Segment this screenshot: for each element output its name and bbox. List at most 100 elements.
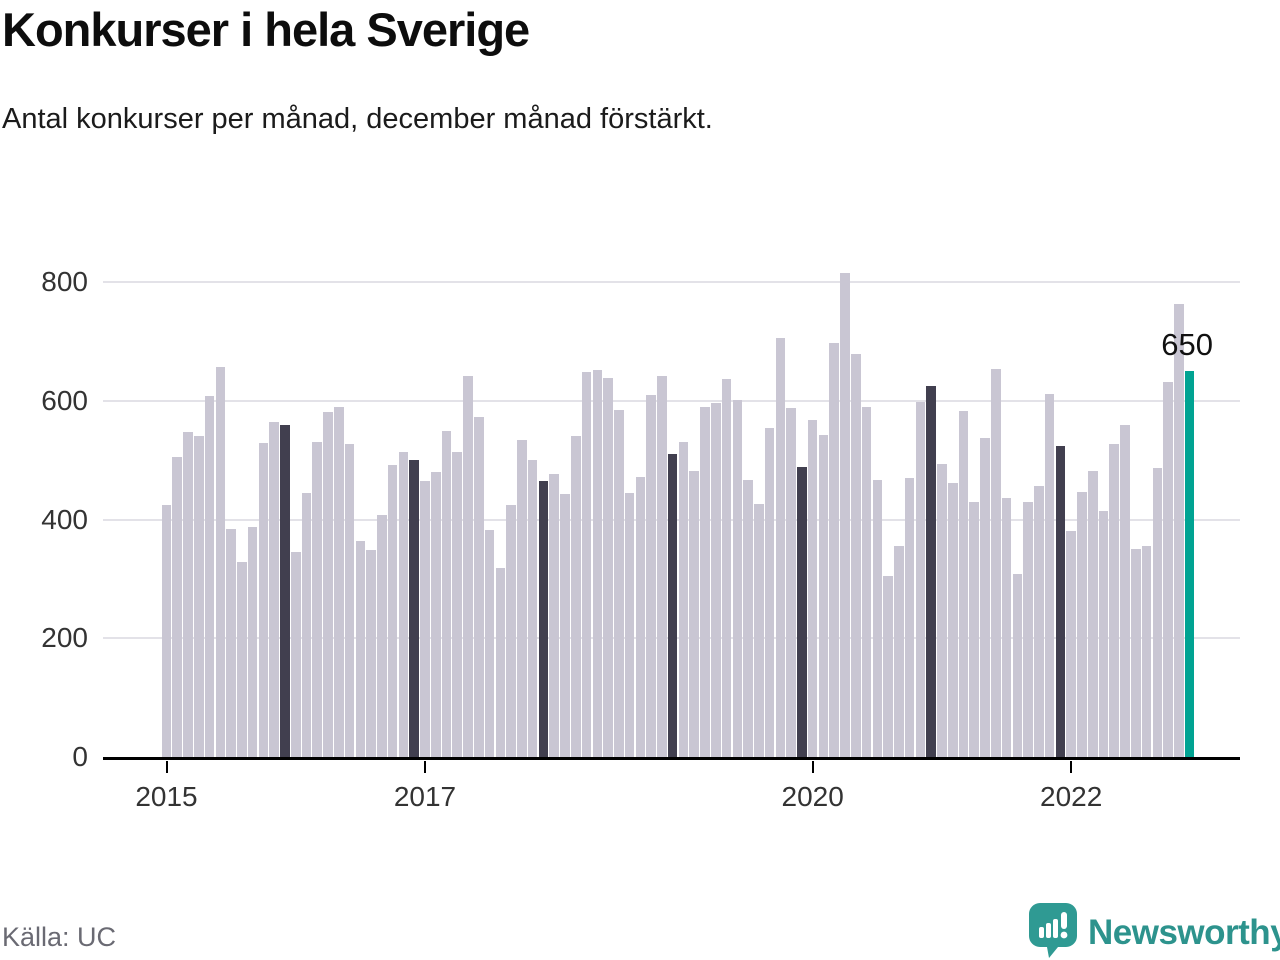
bar-2018-10 (646, 395, 656, 757)
y-axis-label: 800 (41, 266, 88, 297)
x-axis-tick (423, 761, 426, 773)
bar-2022-06 (1120, 425, 1130, 757)
bar-2021-04 (969, 502, 980, 757)
bar-2016-05 (334, 407, 344, 757)
bar-2021-10 (1034, 486, 1044, 757)
bar-2019-10 (775, 338, 786, 757)
bar-2020-09 (894, 546, 904, 757)
bar-2022-12 (1184, 371, 1195, 757)
bar-2021-08 (1012, 574, 1023, 757)
bar-2015-09 (247, 527, 258, 757)
bar-2016-04 (323, 412, 333, 757)
bar-2018-03 (570, 436, 581, 757)
bar-2017-11 (527, 460, 538, 757)
bar-2015-10 (258, 443, 269, 757)
newsworthy-bubble-icon (1028, 902, 1078, 960)
bar-2016-02 (301, 493, 312, 757)
bar-2016-12 (409, 460, 419, 757)
bar-2019-04 (710, 403, 721, 757)
bar-2019-01 (678, 442, 689, 757)
source-credit: Källa: UC (2, 922, 117, 952)
bar-2022-11 (1174, 304, 1184, 757)
x-axis-label: 2015 (135, 781, 198, 812)
bar-2018-06 (603, 378, 613, 757)
newsworthy-logo: Newsworthy (1028, 902, 1280, 960)
bar-2019-02 (689, 471, 700, 757)
bar-2021-02 (947, 483, 958, 757)
bar-2020-01 (807, 420, 818, 757)
bar-2017-06 (474, 417, 484, 757)
bar-2018-12 (667, 454, 678, 757)
bar-2015-11 (269, 422, 279, 757)
latest-value-label: 650 (1161, 327, 1213, 362)
bar-2016-07 (355, 541, 366, 757)
bar-2017-08 (495, 568, 506, 757)
bar-2021-03 (958, 411, 969, 757)
bar-2020-11 (915, 402, 926, 757)
bar-2020-08 (883, 576, 893, 757)
x-axis-tick (1070, 761, 1073, 773)
bar-2020-03 (829, 343, 840, 757)
bar-2016-03 (312, 442, 323, 757)
y-axis-label: 0 (72, 741, 88, 772)
y-gridline (103, 281, 1240, 283)
page-subtitle: Antal konkurser per månad, december måna… (2, 103, 713, 135)
bar-2016-01 (290, 552, 301, 757)
bar-2017-01 (420, 481, 430, 757)
y-axis-label: 200 (41, 622, 88, 654)
bar-2015-12 (280, 425, 290, 757)
bar-2021-01 (937, 464, 947, 757)
bar-2019-08 (754, 504, 764, 757)
bar-2016-09 (377, 515, 387, 757)
x-axis-label: 2022 (1040, 781, 1103, 812)
bar-2021-06 (990, 369, 1001, 757)
bar-2015-08 (237, 562, 247, 757)
y-axis-label: 400 (41, 503, 88, 535)
bar-2019-03 (700, 407, 710, 757)
bar-2016-11 (398, 452, 409, 757)
bar-2022-03 (1087, 471, 1098, 757)
bar-2015-04 (194, 436, 204, 757)
bar-2022-09 (1152, 468, 1163, 757)
bar-2016-06 (344, 444, 355, 757)
bar-2017-07 (484, 530, 495, 757)
bar-2020-04 (840, 273, 850, 757)
bar-2022-08 (1141, 546, 1152, 757)
x-axis-tick (165, 761, 168, 773)
bar-2018-11 (657, 376, 667, 757)
y-gridline (103, 399, 1240, 402)
bar-2018-05 (592, 370, 603, 757)
bar-2022-01 (1066, 531, 1076, 757)
bar-2020-06 (861, 407, 872, 757)
bar-2022-07 (1131, 549, 1141, 757)
bar-2016-08 (366, 550, 376, 757)
x-axis-label: 2017 (393, 781, 457, 812)
bar-2017-04 (452, 452, 463, 757)
bar-2015-06 (215, 367, 226, 757)
x-axis-label: 2020 (781, 781, 844, 812)
bar-2015-05 (204, 396, 215, 757)
x-axis-tick (811, 761, 814, 773)
bar-2021-11 (1044, 394, 1055, 757)
bar-2020-12 (926, 386, 936, 757)
bar-2019-11 (786, 408, 796, 757)
bar-2022-10 (1163, 382, 1173, 757)
bar-2018-01 (549, 474, 559, 757)
bar-2019-05 (721, 379, 732, 757)
bar-2022-04 (1098, 511, 1109, 757)
bar-2020-07 (872, 480, 883, 757)
bar-2021-09 (1023, 502, 1033, 757)
bar-2020-05 (850, 354, 861, 757)
bar-2019-12 (797, 467, 807, 757)
bar-2020-10 (904, 478, 915, 757)
bar-2022-05 (1109, 444, 1120, 757)
bar-2015-02 (172, 457, 183, 757)
bar-2015-01 (161, 505, 172, 757)
bar-2018-02 (560, 494, 570, 757)
bar-2015-03 (183, 432, 193, 757)
bar-2016-10 (387, 465, 398, 757)
bar-2017-12 (538, 481, 549, 757)
bar-2017-09 (506, 505, 516, 757)
